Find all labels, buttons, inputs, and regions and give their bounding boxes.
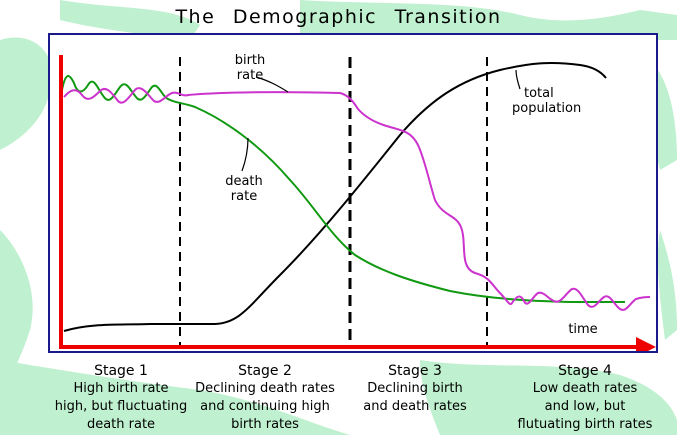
- birth-rate-label: birth rate: [220, 53, 280, 83]
- stage-1-line-1: High birth rate: [73, 381, 169, 396]
- death-rate-label: death rate: [216, 174, 272, 204]
- stage-2-heading: Stage 2: [238, 363, 292, 379]
- stage-3-line-1: Declining birth: [367, 381, 463, 396]
- stage-4-caption: Stage 4 Low death rates and low, but flu…: [500, 362, 670, 434]
- stage-1-caption: Stage 1 High birth rate high, but fluctu…: [46, 362, 196, 434]
- birth-rate-label-line-1: birth: [234, 53, 266, 68]
- transition-plot: [59, 55, 656, 351]
- death-rate-pointer: [241, 137, 249, 172]
- birth-rate-curve: [63, 87, 651, 311]
- birth-rate-pointer: [255, 76, 289, 93]
- stage-2-line-2: and continuing high: [200, 399, 330, 414]
- death-rate-label-line-1: death: [225, 174, 263, 189]
- death-rate-label-line-2: rate: [230, 189, 258, 204]
- x-axis-arrowhead: [636, 337, 656, 351]
- stage-2-caption: Stage 2 Declining death rates and contin…: [182, 362, 348, 434]
- stage-2-line-1: Declining death rates: [195, 381, 335, 396]
- stage-3-heading: Stage 3: [388, 363, 442, 379]
- stage-4-line-1: Low death rates: [532, 381, 638, 396]
- stage-4-heading: Stage 4: [558, 363, 612, 379]
- total-population-label-line-1: total: [524, 86, 554, 101]
- stage-1-heading: Stage 1: [94, 363, 148, 379]
- death-rate-curve: [61, 75, 625, 303]
- total-population-curve: [63, 61, 607, 332]
- chart-panel: birth rate death rate total population t…: [48, 33, 658, 353]
- total-population-pointer: [515, 69, 521, 90]
- diagram-title: The Demographic Transition: [175, 6, 502, 28]
- total-population-label-line-2: population: [512, 101, 582, 116]
- time-axis-label: time: [568, 322, 598, 337]
- stage-1-line-3: death rate: [86, 417, 156, 432]
- stage-4-line-3: flutuating birth rates: [517, 417, 653, 432]
- stage-3-line-2: and death rates: [363, 399, 467, 414]
- stage-1-line-2: high, but fluctuating: [54, 399, 188, 414]
- stage-4-line-2: and low, but: [544, 399, 626, 414]
- stage-2-line-3: birth rates: [231, 417, 299, 432]
- total-population-label: total population: [512, 86, 622, 116]
- birth-rate-label-line-2: rate: [236, 68, 264, 83]
- stage-3-caption: Stage 3 Declining birth and death rates: [345, 362, 485, 416]
